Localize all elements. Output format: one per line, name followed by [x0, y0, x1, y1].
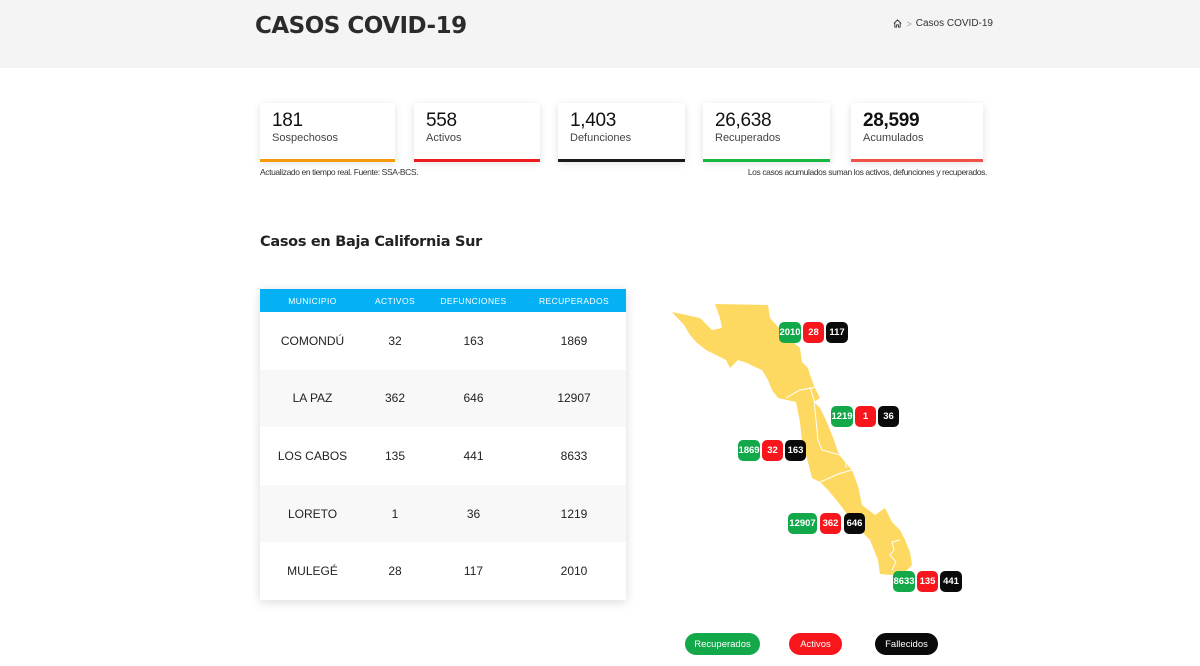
cell-activos: 1	[391, 506, 399, 521]
cell-recuperados: 12907	[557, 391, 591, 406]
stat-card-defunciones: 1,403 Defunciones	[558, 103, 685, 162]
marker-lapaz-fallecidos: 646	[844, 513, 865, 534]
stat-color-bar	[851, 159, 983, 162]
cell-recuperados: 1219	[560, 506, 588, 521]
cell-municipio: LOS CABOS	[277, 448, 348, 463]
table-row: LORETO 1 36 1219	[260, 484, 626, 543]
bcs-map: 2010 28 117 1219 1 36 1869 32 163 12907 …	[660, 290, 980, 610]
home-icon[interactable]	[893, 19, 902, 28]
cell-activos: 28	[388, 564, 402, 579]
marker-comondu-activos: 32	[762, 440, 783, 461]
table-row: LA PAZ 362 646 12907	[260, 369, 626, 428]
marker-comondu-fallecidos: 163	[785, 440, 806, 461]
stat-value: 181	[272, 110, 303, 131]
cell-activos: 362	[384, 391, 406, 406]
column-header-recuperados: RECUPERADOS	[538, 295, 610, 306]
cell-defunciones: 163	[463, 333, 484, 348]
breadcrumb-separator: >	[906, 18, 912, 29]
stat-label: Defunciones	[570, 132, 632, 144]
source-note: Actualizado en tiempo real. Fuente: SSA-…	[260, 167, 419, 177]
stat-value: 558	[426, 110, 457, 131]
column-header-defunciones: DEFUNCIONES	[440, 295, 507, 306]
stat-label: Sospechosos	[272, 132, 339, 144]
stat-value: 28,599	[863, 110, 920, 131]
cell-defunciones: 36	[466, 506, 481, 521]
stat-label: Acumulados	[863, 132, 924, 144]
stat-value: 1,403	[570, 110, 617, 131]
cell-municipio: COMONDÚ	[280, 333, 345, 348]
stat-color-bar	[703, 159, 830, 162]
municipios-table: MUNICIPIO ACTIVOS DEFUNCIONES RECUPERADO…	[260, 289, 626, 600]
stat-card-recuperados: 26,638 Recuperados	[703, 103, 830, 162]
table-row: MULEGÉ 28 117 2010	[260, 542, 626, 600]
cell-municipio: LA PAZ	[292, 391, 333, 406]
table-header: MUNICIPIO ACTIVOS DEFUNCIONES RECUPERADO…	[260, 289, 626, 312]
marker-loreto-fallecidos: 36	[878, 406, 899, 427]
stat-color-bar	[414, 159, 540, 162]
stat-label: Recuperados	[715, 132, 781, 144]
stat-color-bar	[558, 159, 685, 162]
column-header-activos: ACTIVOS	[374, 295, 416, 306]
stat-card-sospechosos: 181 Sospechosos	[260, 103, 395, 162]
cell-activos: 135	[384, 448, 406, 463]
cell-municipio: LORETO	[287, 506, 338, 521]
cell-defunciones: 441	[463, 448, 484, 463]
cell-defunciones: 646	[463, 391, 484, 406]
stat-label: Activos	[426, 132, 462, 144]
accumulated-note: Los casos acumulados suman los activos, …	[747, 167, 988, 177]
breadcrumb: > Casos COVID-19	[893, 18, 993, 29]
stat-color-bar	[260, 159, 395, 162]
cell-municipio: MULEGÉ	[287, 564, 338, 579]
marker-comondu-recuperados: 1869	[738, 440, 760, 461]
legend-activos: Activos	[789, 633, 842, 655]
column-header-municipio: MUNICIPIO	[288, 295, 337, 306]
marker-mulege-fallecidos: 117	[826, 322, 848, 343]
cell-recuperados: 2010	[560, 564, 588, 579]
stat-value: 26,638	[715, 110, 772, 131]
marker-mulege-activos: 28	[803, 322, 824, 343]
cell-recuperados: 8633	[560, 448, 588, 463]
legend-fallecidos: Fallecidos	[875, 633, 938, 655]
breadcrumb-current: Casos COVID-19	[915, 18, 993, 29]
legend-recuperados: Recuperados	[685, 633, 760, 655]
cell-defunciones: 117	[463, 564, 484, 579]
marker-loreto-recuperados: 1219	[831, 406, 853, 427]
marker-loscabos-fallecidos: 441	[940, 571, 962, 592]
page-title: CASOS COVID-19	[255, 13, 467, 39]
page-header: CASOS COVID-19 > Casos COVID-19	[0, 0, 1200, 68]
section-title: Casos en Baja California Sur	[260, 234, 482, 250]
table-row: COMONDÚ 32 163 1869	[260, 312, 626, 370]
marker-loscabos-activos: 135	[917, 571, 938, 592]
bcs-map-shape	[672, 304, 912, 575]
stat-card-acumulados: 28,599 Acumulados	[851, 103, 983, 162]
marker-mulege-recuperados: 2010	[779, 322, 801, 343]
table-row: LOS CABOS 135 441 8633	[260, 427, 626, 485]
marker-loreto-activos: 1	[855, 406, 876, 427]
cell-recuperados: 1869	[560, 333, 588, 348]
stat-card-activos: 558 Activos	[414, 103, 540, 162]
cell-activos: 32	[388, 333, 402, 348]
marker-loscabos-recuperados: 8633	[893, 571, 915, 592]
marker-lapaz-activos: 362	[820, 513, 841, 534]
marker-lapaz-recuperados: 12907	[788, 513, 817, 534]
